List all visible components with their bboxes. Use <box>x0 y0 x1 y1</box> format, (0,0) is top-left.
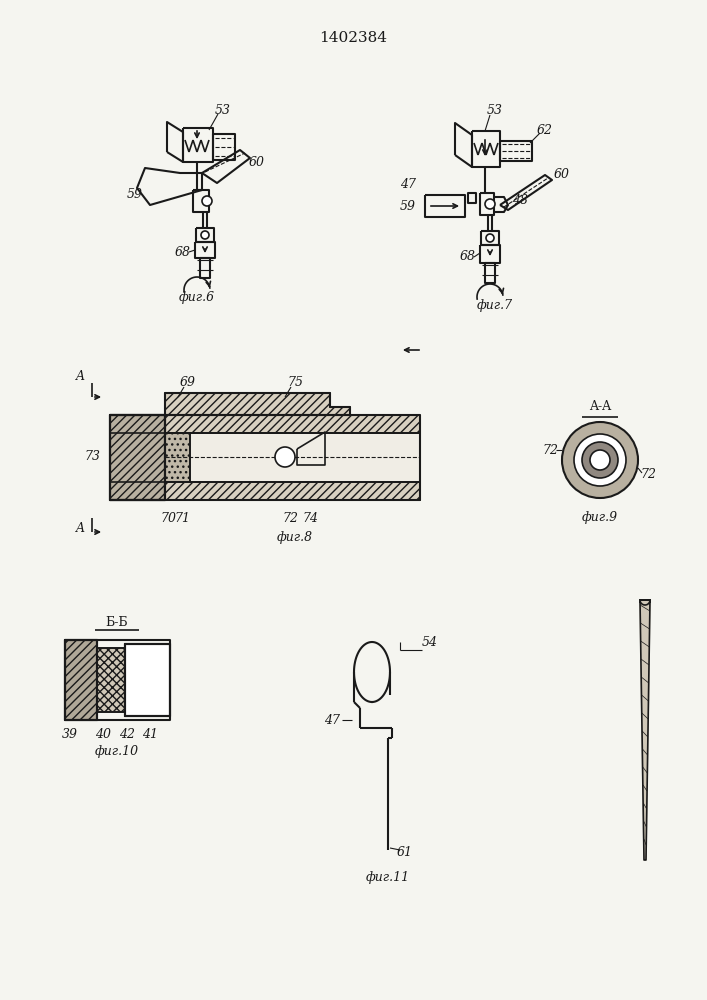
Polygon shape <box>97 648 125 712</box>
Text: 59: 59 <box>400 200 416 214</box>
Text: 70: 70 <box>160 512 176 524</box>
Text: 75: 75 <box>287 376 303 389</box>
Text: A-A: A-A <box>589 400 611 414</box>
Polygon shape <box>640 600 650 860</box>
Text: 72: 72 <box>542 444 558 456</box>
Text: 72: 72 <box>282 512 298 524</box>
Circle shape <box>574 434 626 486</box>
Text: 47: 47 <box>324 714 340 726</box>
Text: 69: 69 <box>180 376 196 389</box>
Text: 74: 74 <box>302 512 318 524</box>
Text: 68: 68 <box>175 245 191 258</box>
Text: Б-Б: Б-Б <box>105 615 128 629</box>
Text: A: A <box>76 522 85 534</box>
Circle shape <box>486 234 494 242</box>
Text: 53: 53 <box>215 104 231 116</box>
Polygon shape <box>110 482 420 500</box>
Text: 72: 72 <box>640 468 656 482</box>
Text: 71: 71 <box>174 512 190 524</box>
Text: фиг.8: фиг.8 <box>277 532 313 544</box>
Text: A: A <box>76 370 85 383</box>
Text: фиг.7: фиг.7 <box>477 298 513 312</box>
Polygon shape <box>110 415 420 433</box>
Text: 47: 47 <box>400 178 416 192</box>
Circle shape <box>485 199 495 209</box>
Polygon shape <box>165 433 190 482</box>
Circle shape <box>275 447 295 467</box>
Text: фиг.6: фиг.6 <box>179 292 215 304</box>
Text: 68: 68 <box>460 250 476 263</box>
Text: фиг.10: фиг.10 <box>95 746 139 758</box>
Text: 42: 42 <box>119 728 135 742</box>
Polygon shape <box>125 644 170 716</box>
Text: 53: 53 <box>487 104 503 116</box>
Text: фиг.9: фиг.9 <box>582 512 618 524</box>
Text: 39: 39 <box>62 728 78 742</box>
Circle shape <box>202 196 212 206</box>
Polygon shape <box>110 415 165 500</box>
Text: 54: 54 <box>422 636 438 648</box>
Circle shape <box>201 231 209 239</box>
Polygon shape <box>297 432 325 465</box>
Circle shape <box>582 442 618 478</box>
Text: 40: 40 <box>95 728 111 742</box>
Text: 41: 41 <box>142 728 158 742</box>
Text: 60: 60 <box>554 168 570 182</box>
Circle shape <box>590 450 610 470</box>
Text: 48: 48 <box>512 194 528 207</box>
Text: 62: 62 <box>537 123 553 136</box>
Text: фиг.11: фиг.11 <box>366 871 410 884</box>
Text: 60: 60 <box>249 155 265 168</box>
Polygon shape <box>165 393 350 415</box>
Circle shape <box>562 422 638 498</box>
Polygon shape <box>65 640 97 720</box>
Polygon shape <box>165 482 420 500</box>
Polygon shape <box>165 433 420 482</box>
Text: 73: 73 <box>84 450 100 464</box>
Text: 1402384: 1402384 <box>319 31 387 45</box>
Text: 61: 61 <box>397 846 413 858</box>
Text: 59: 59 <box>127 188 143 202</box>
